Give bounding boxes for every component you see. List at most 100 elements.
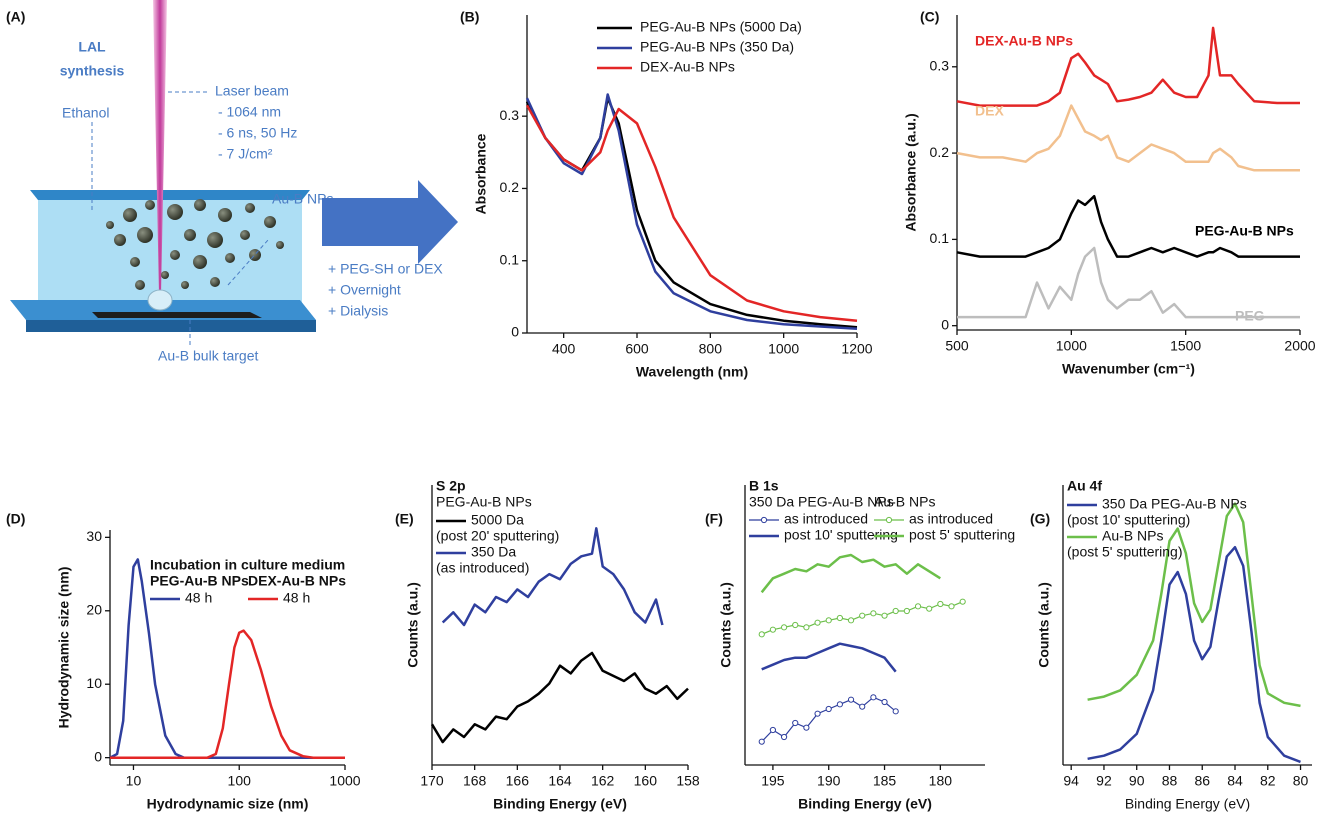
y-tick-label: 0.3: [500, 107, 520, 123]
legend-label: 350 Da: [471, 544, 516, 560]
legend-marker: [760, 516, 768, 524]
legend-label: DEX-Au-B NPs: [640, 59, 735, 75]
series-line: [110, 629, 345, 759]
x-tick-label: 185: [873, 773, 897, 789]
data-point: [847, 696, 855, 703]
x-tick-label: 94: [1063, 773, 1079, 789]
data-point: [914, 603, 922, 610]
data-point: [780, 624, 788, 631]
x-tick-label: 800: [699, 341, 723, 357]
legend-note: (post 5' sputtering): [1067, 544, 1183, 560]
annotation: Au 4f: [1067, 478, 1102, 494]
x-tick-label: 170: [420, 773, 444, 789]
x-axis-label: Wavelength (nm): [636, 364, 748, 380]
panel-label: (G): [1030, 511, 1050, 527]
y-tick-label: 0.2: [930, 144, 950, 160]
x-axis-label: Hydrodynamic size (nm): [147, 796, 309, 812]
x-tick-label: 2000: [1284, 338, 1315, 354]
data-point: [825, 705, 832, 713]
panel-label: (C): [920, 9, 939, 25]
series-line: [525, 96, 858, 329]
series-line: [525, 104, 858, 322]
y-tick-label: 10: [86, 675, 102, 691]
data-point: [892, 708, 899, 715]
series-line: [957, 246, 1300, 319]
panel-label: (B): [460, 9, 479, 25]
data-point: [792, 621, 799, 629]
bottom-plate-edge: [26, 320, 316, 332]
y-axis-label: Absorbance: [473, 133, 489, 214]
y-axis-label: Hydrodynamic size (nm): [56, 567, 72, 729]
y-tick-label: 0: [941, 316, 949, 332]
data-point: [758, 738, 765, 745]
x-tick-label: 90: [1129, 773, 1145, 789]
target-label: Au-B bulk target: [158, 348, 258, 364]
series-line: [760, 553, 941, 594]
annotation: B 1s: [749, 478, 779, 494]
data-point: [903, 607, 910, 615]
x-tick-label: 500: [945, 338, 969, 354]
legend-group: Au-B NPs: [874, 494, 935, 510]
series-line: [525, 93, 858, 330]
laser-label: Laser beam: [215, 83, 289, 99]
x-tick-label: 160: [634, 773, 658, 789]
legend-marker: [885, 516, 893, 524]
data-point: [881, 612, 888, 619]
plume: [147, 289, 173, 311]
panel-label: (A): [6, 9, 25, 25]
x-tick-label: 82: [1260, 773, 1276, 789]
laser-beam: [153, 0, 167, 295]
legend-note: (as introduced): [436, 560, 529, 576]
x-tick-label: 195: [761, 773, 785, 789]
data-point: [926, 605, 933, 612]
data-point: [769, 726, 777, 734]
y-axis-label: Absorbance (a.u.): [903, 113, 919, 231]
x-tick-label: 80: [1293, 773, 1309, 789]
particles-label: Au-B NPs: [272, 191, 333, 207]
x-tick-label: 164: [548, 773, 572, 789]
data-point: [870, 610, 877, 617]
y-tick-label: 0: [94, 748, 102, 764]
y-tick-label: 0.1: [500, 251, 520, 267]
data-point: [825, 617, 832, 624]
x-axis-label: Binding Energy (eV): [798, 796, 932, 812]
ethanol-label: Ethanol: [62, 105, 109, 121]
data-point: [870, 694, 877, 701]
process-arrow: [322, 180, 458, 264]
legend-label: Au-B NPs: [1102, 528, 1163, 544]
panel-label: (F): [705, 511, 723, 527]
data-point: [803, 724, 810, 731]
particles: [106, 199, 284, 290]
series-line: [761, 642, 897, 673]
data-point: [758, 631, 765, 638]
x-tick-label: 168: [463, 773, 487, 789]
y-tick-label: 0.3: [930, 57, 950, 73]
x-tick-label: 400: [552, 341, 576, 357]
laser-spec: - 7 J/cm²: [218, 146, 273, 162]
data-point: [892, 607, 899, 615]
laser-spec: - 6 ns, 50 Hz: [218, 125, 297, 141]
x-tick-label: 86: [1194, 773, 1210, 789]
x-tick-label: 162: [591, 773, 615, 789]
legend-label: as introduced: [784, 511, 868, 527]
data-point: [959, 598, 966, 605]
legend-label: as introduced: [909, 511, 993, 527]
x-axis-label: Binding Energy (eV): [493, 796, 627, 812]
x-tick-label: 180: [929, 773, 953, 789]
legend-note: (post 20' sputtering): [436, 528, 559, 544]
x-tick-label: 1200: [841, 341, 872, 357]
series-label: PEG: [1235, 308, 1265, 324]
x-tick-label: 84: [1227, 773, 1243, 789]
data-point: [836, 701, 843, 708]
diagram-title: LAL: [78, 39, 106, 55]
legend-label: 350 Da PEG-Au-B NPs: [1102, 496, 1247, 512]
series-label: DEX: [975, 103, 1004, 119]
y-tick-label: 0: [511, 324, 519, 340]
y-tick-label: 30: [86, 528, 102, 544]
y-tick-label: 0.1: [930, 230, 950, 246]
x-tick-label: 166: [506, 773, 530, 789]
series-line: [1087, 502, 1301, 708]
x-axis-label: Binding Energy (eV): [1125, 796, 1250, 812]
y-tick-label: 20: [86, 601, 102, 617]
